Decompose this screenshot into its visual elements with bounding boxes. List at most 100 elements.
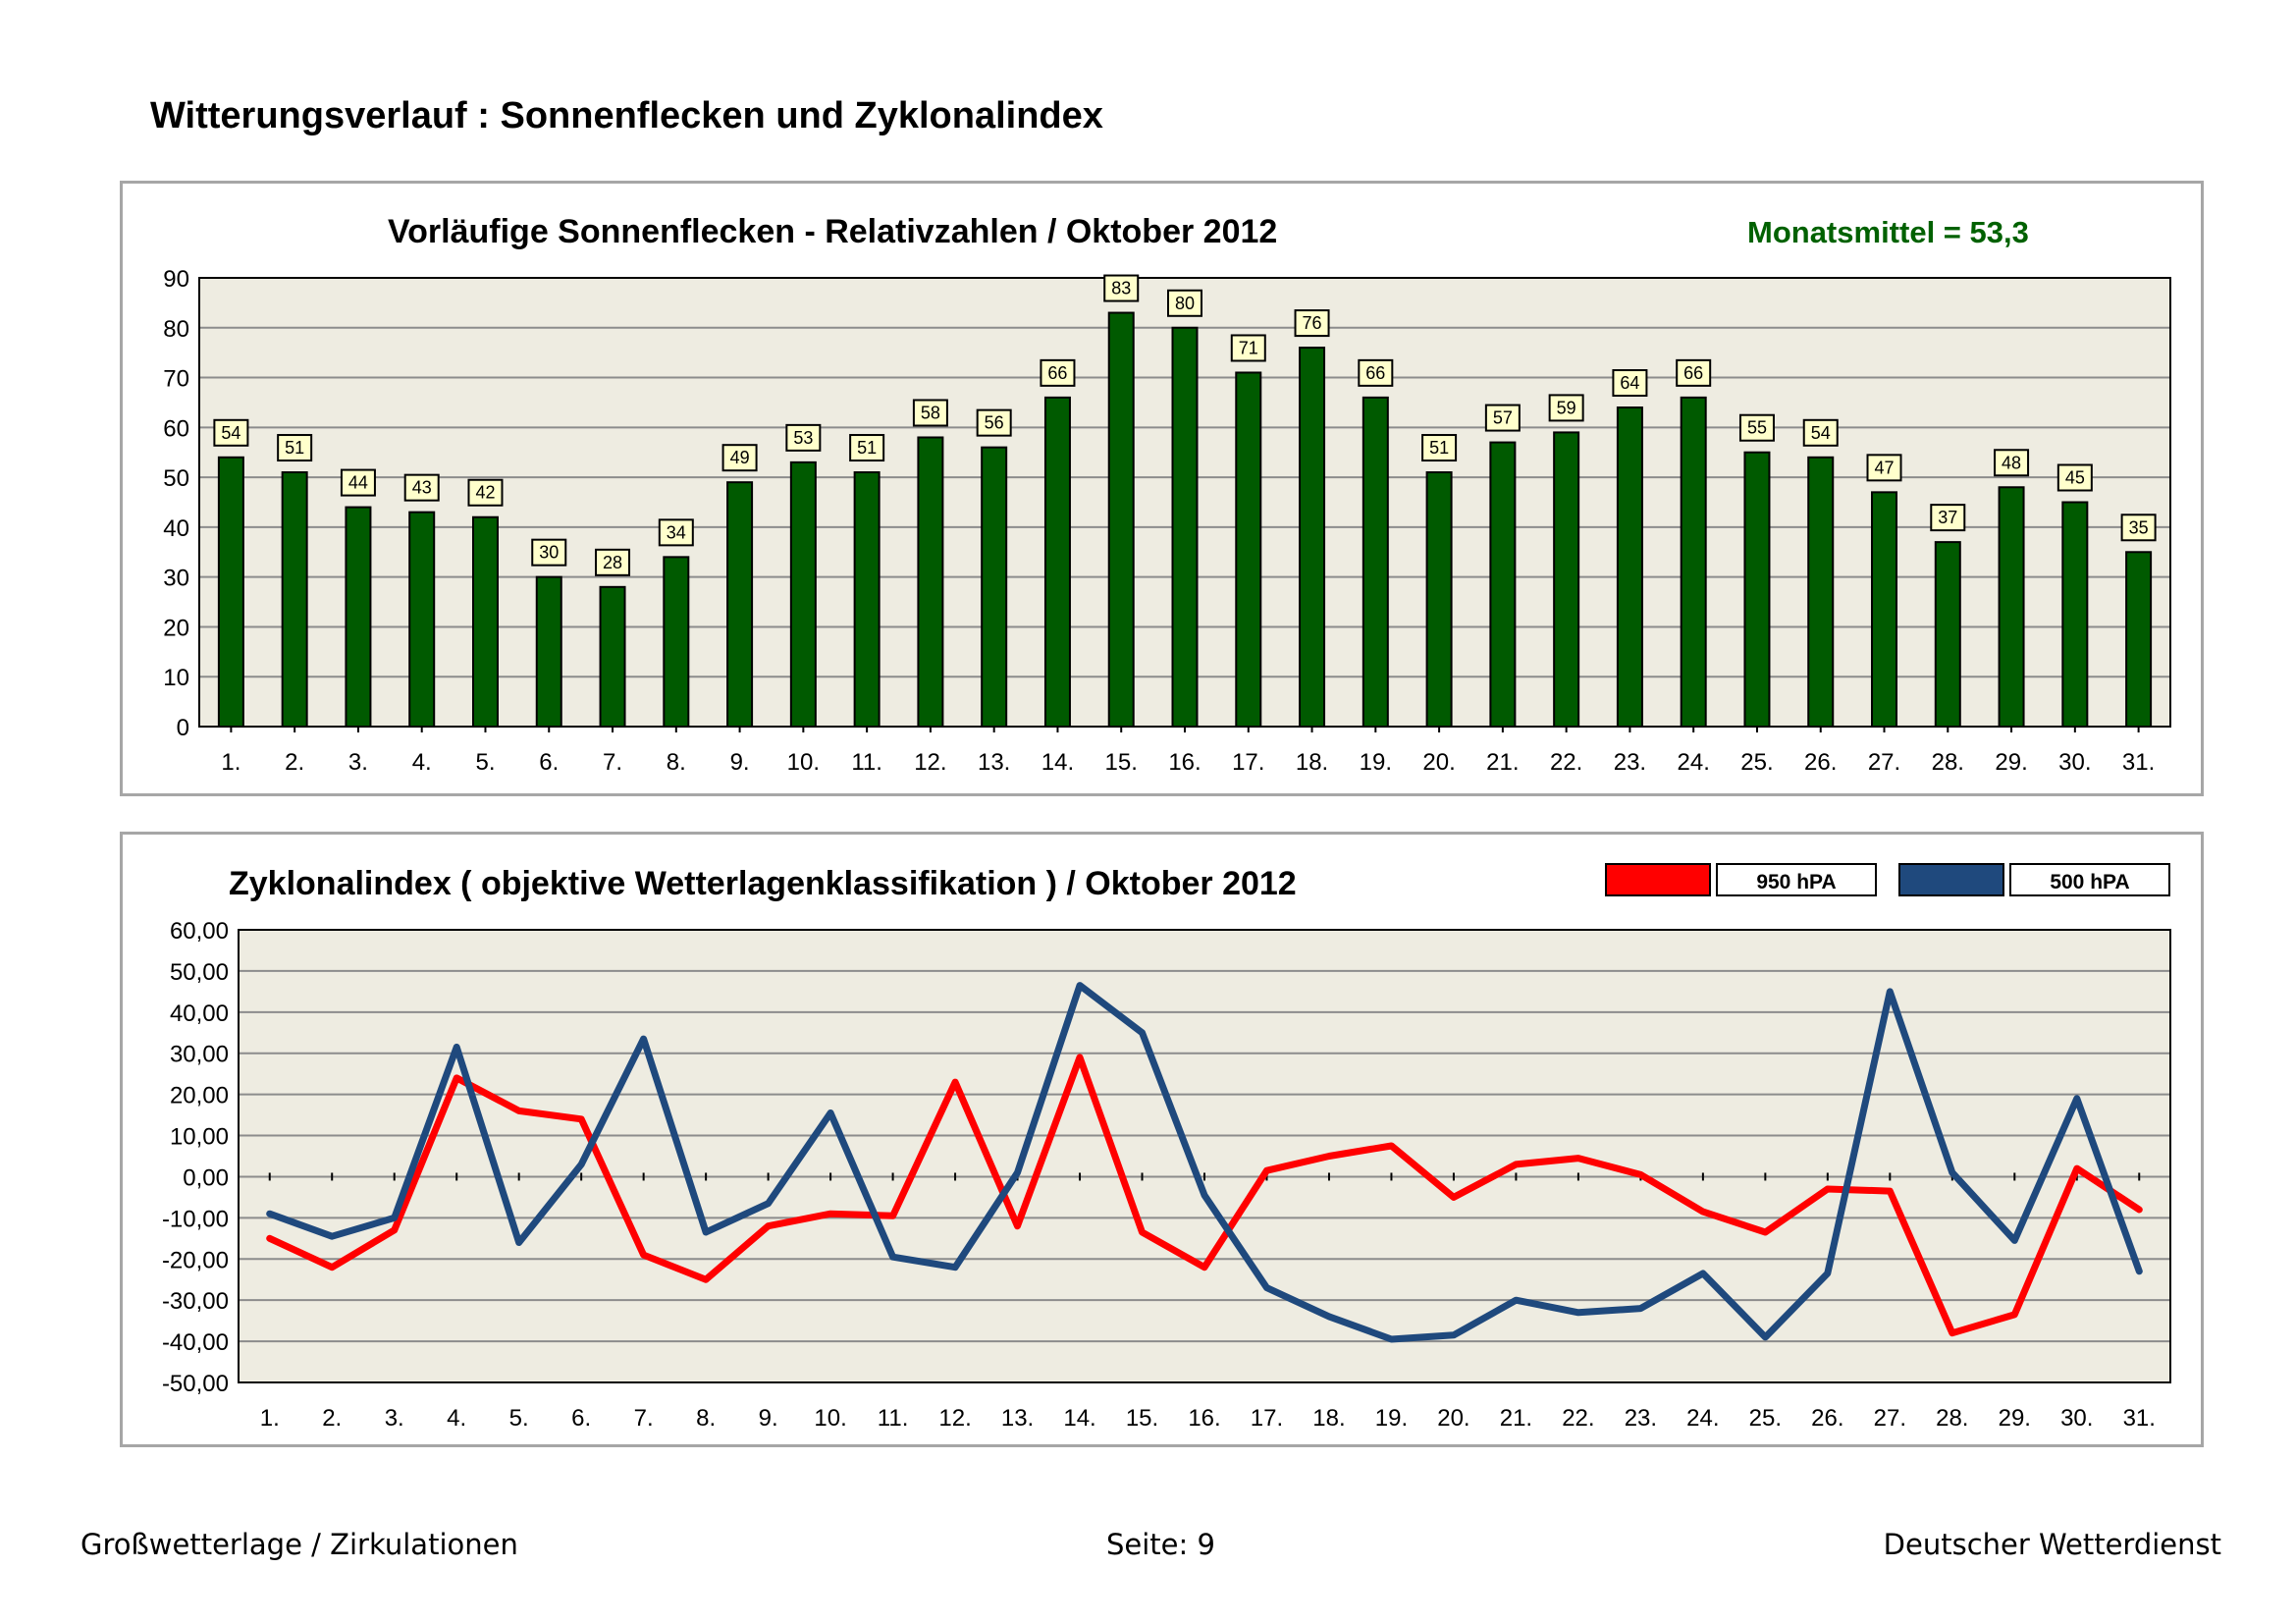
bar [408, 511, 436, 728]
x-tick-label: 5. [475, 749, 495, 776]
x-tick-label: 21. [1486, 749, 1519, 776]
x-tick-label: 9. [730, 749, 750, 776]
x-tick-label: 24. [1686, 1405, 1719, 1432]
data-label-box [1103, 274, 1140, 302]
bar [535, 575, 562, 728]
y-tick-label: -50,00 [162, 1371, 229, 1397]
x-tick-label: 28. [1936, 1405, 1968, 1432]
chart-title: Vorläufige Sonnenflecken - Relativzahlen… [388, 213, 1277, 250]
plot-border [238, 929, 2171, 1383]
y-tick-label: 0 [177, 715, 189, 741]
data-label: 43 [412, 478, 432, 498]
bar [1489, 441, 1517, 728]
y-tick-label: -30,00 [162, 1288, 229, 1315]
x-tick-label: 14. [1041, 749, 1074, 776]
data-label-box [213, 418, 249, 447]
y-tick-label: 0,00 [183, 1164, 229, 1191]
x-tick-label: 10. [787, 749, 820, 776]
cyclonal-index-chart: -50,00 -40,00 -30,00 -20,00 -10,00 0,00 10,00 2… [162, 863, 2171, 1432]
data-label-box [1294, 309, 1330, 338]
bar [1425, 471, 1453, 728]
y-tick-label: 10 [163, 665, 189, 691]
y-tick-label: 40,00 [170, 1001, 229, 1027]
data-label-box [1421, 434, 1458, 462]
y-tick-label: 50 [163, 465, 189, 492]
data-label: 51 [857, 438, 877, 458]
legend-label: 500 hPA [2050, 871, 2129, 893]
data-label-box [531, 538, 567, 567]
data-label-box [1676, 358, 1712, 387]
x-tick-label: 7. [634, 1405, 654, 1432]
bar [471, 515, 499, 728]
x-tick-label: 20. [1422, 749, 1455, 776]
x-tick-label: 15. [1105, 749, 1138, 776]
data-label: 51 [1429, 438, 1449, 458]
data-label-box [976, 408, 1012, 437]
x-tick-label: 5. [509, 1405, 529, 1432]
y-tick-label: -40,00 [162, 1329, 229, 1356]
bar [1171, 326, 1199, 728]
data-label: 45 [2065, 468, 2085, 488]
bar [1934, 541, 1961, 728]
x-tick-label: 2. [285, 749, 304, 776]
data-label-box [340, 468, 376, 497]
data-label-box [1230, 334, 1266, 362]
y-tick-label: 10,00 [170, 1124, 229, 1151]
chart-title: Zyklonalindex ( objektive Wetterlagenkla… [229, 865, 1297, 902]
data-label-box [912, 399, 948, 427]
data-label-box [785, 423, 822, 452]
x-tick-label: 13. [1001, 1405, 1034, 1432]
legend-label: 950 hPA [1756, 871, 1836, 893]
bar [1616, 406, 1643, 728]
x-tick-label: 1. [260, 1405, 280, 1432]
data-label: 44 [348, 473, 368, 493]
bar [1871, 491, 1898, 728]
bar [853, 471, 881, 728]
data-label-box [1612, 369, 1648, 398]
x-tick-label: 25. [1749, 1405, 1782, 1432]
x-tick-label: 16. [1188, 1405, 1220, 1432]
data-label: 76 [1303, 313, 1322, 333]
x-tick-label: 16. [1168, 749, 1201, 776]
bar [281, 471, 308, 728]
x-tick-label: 1. [221, 749, 240, 776]
x-tick-label: 17. [1232, 749, 1264, 776]
data-label: 55 [1747, 418, 1767, 438]
data-label: 71 [1239, 338, 1258, 357]
x-tick-label: 23. [1625, 1405, 1657, 1432]
data-label: 51 [285, 438, 304, 458]
x-tick-label: 29. [1999, 1405, 2031, 1432]
x-tick-label: 14. [1063, 1405, 1095, 1432]
data-label: 64 [1620, 373, 1639, 393]
bar [1235, 371, 1262, 728]
data-label: 54 [221, 423, 240, 443]
bar [1553, 431, 1580, 729]
plot-area [239, 930, 2170, 1382]
data-label-box [1866, 454, 1902, 482]
bar [345, 506, 372, 729]
sunspot-chart-panel: 0 10 20 30 40 50 60 70 80 90 54 1. 51 2. 44 3. 43 4. 42 5. 3… [120, 181, 2204, 796]
x-tick-label: 23. [1614, 749, 1646, 776]
x-tick-label: 3. [348, 749, 368, 776]
footer-left-text: Großwetterlage / Zirkulationen [80, 1528, 518, 1561]
data-label-box [2056, 463, 2093, 492]
data-label: 49 [730, 448, 750, 467]
footer-right-text: Deutscher Wetterdienst [1883, 1528, 2221, 1561]
x-tick-label: 8. [696, 1405, 716, 1432]
x-tick-label: 21. [1500, 1405, 1532, 1432]
x-tick-label: 18. [1296, 749, 1328, 776]
data-label: 57 [1493, 408, 1513, 428]
data-label: 47 [1875, 458, 1895, 477]
data-label-box [1167, 289, 1202, 317]
bar [217, 456, 244, 728]
x-tick-label: 12. [914, 749, 946, 776]
data-label-box [467, 478, 504, 507]
x-tick-label: 3. [385, 1405, 404, 1432]
footer-page-number: Seite: 9 [1106, 1528, 1215, 1561]
bar [663, 556, 690, 728]
data-label-box [2120, 514, 2157, 542]
data-label-box [1548, 394, 1584, 422]
legend-label-box [1716, 863, 1877, 896]
sunspot-chart: 0 10 20 30 40 50 60 70 80 90 54 1. 51 2. 44 3. 43 4. 42 5. 3… [163, 213, 2171, 776]
data-label-box [1738, 413, 1775, 442]
